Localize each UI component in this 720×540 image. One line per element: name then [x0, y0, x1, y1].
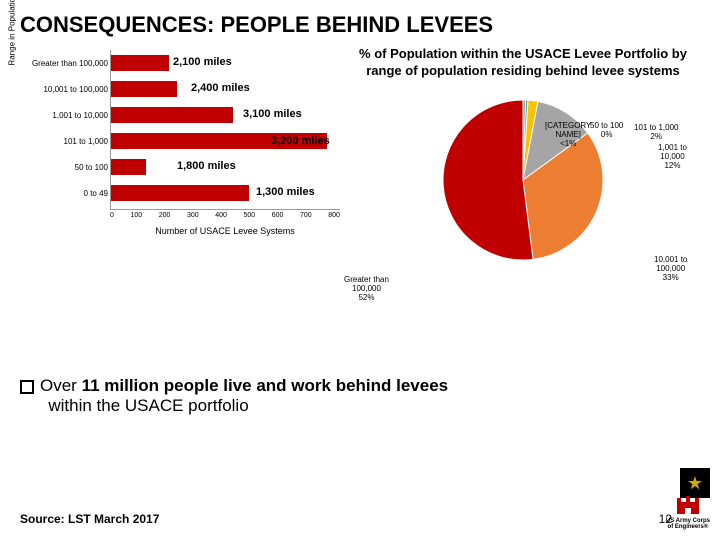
pie-title: % of Population within the USACE Levee P…	[358, 46, 688, 80]
bar-category-label: 101 to 1,000	[23, 137, 108, 146]
x-tick: 700	[300, 212, 312, 219]
bar-value-label: 2,100 miles	[173, 56, 232, 68]
x-ticks: 0 100 200 300 400 500 600 700 800	[110, 212, 340, 219]
bar	[111, 81, 177, 97]
corps-logo: US Army Corpsof Engineers®	[666, 494, 710, 530]
source-text: Source: LST March 2017	[20, 512, 159, 526]
pie-slice-label: 10,001 to100,00033%	[654, 256, 687, 282]
bar-category-label: 1,001 to 10,000	[23, 111, 108, 120]
bar-value-label: 1,800 miles	[177, 160, 236, 172]
bar	[111, 159, 146, 175]
bar-row: 1,001 to 10,000	[111, 102, 340, 128]
charts-row: Range in Population Living and Working B…	[20, 46, 700, 306]
x-tick: 500	[243, 212, 255, 219]
x-axis-label: Number of USACE Levee Systems	[110, 226, 340, 236]
bullet-pre: Over	[40, 376, 82, 395]
bullet-text: Over 11 million people live and work beh…	[20, 376, 700, 416]
bar-category-label: 0 to 49	[23, 189, 108, 198]
bullet-bold: 11 million people live and work behind l…	[82, 376, 449, 395]
pie-slice-label: Greater than100,00052%	[344, 276, 389, 302]
bar-category-label: 50 to 100	[23, 163, 108, 172]
bars-container: Greater than 100,0002,100 miles10,001 to…	[110, 50, 340, 210]
bar	[111, 107, 233, 123]
pie-svg	[433, 90, 613, 270]
bar-value-label: 3,200 miles	[271, 135, 330, 147]
bar	[111, 185, 249, 201]
x-tick: 800	[328, 212, 340, 219]
pie-slice-label: 50 to 1000%	[590, 122, 623, 140]
x-tick: 0	[110, 212, 114, 219]
bar-value-label: 3,100 miles	[243, 108, 302, 120]
x-tick: 400	[215, 212, 227, 219]
pie-wrap	[433, 90, 613, 270]
bullet-post: within the USACE portfolio	[44, 396, 249, 415]
x-tick: 600	[272, 212, 284, 219]
pie-slice-label: 1,001 to10,00012%	[658, 144, 687, 170]
corps-text: US Army Corpsof Engineers®	[666, 518, 710, 530]
bar-category-label: Greater than 100,000	[23, 59, 108, 68]
star-icon: ★	[687, 473, 703, 494]
x-tick: 100	[130, 212, 142, 219]
pie-slice	[443, 100, 533, 260]
slide: CONSEQUENCES: PEOPLE BEHIND LEVEES Range…	[0, 0, 720, 540]
pie-slice-label: [CATEGORYNAME]<1%	[545, 122, 591, 148]
bar-value-label: 1,300 miles	[256, 186, 315, 198]
bullet-marker	[20, 380, 34, 394]
x-tick: 300	[187, 212, 199, 219]
pie-slice-label: 101 to 1,0002%	[634, 124, 678, 142]
y-axis-label: Range in Population Living and Working B…	[8, 0, 17, 66]
bar-category-label: 10,001 to 100,000	[23, 85, 108, 94]
bar-value-label: 2,400 miles	[191, 82, 250, 94]
castle-icon	[675, 494, 701, 516]
page-title: CONSEQUENCES: PEOPLE BEHIND LEVEES	[20, 12, 700, 38]
bar	[111, 55, 169, 71]
pie-chart: % of Population within the USACE Levee P…	[358, 46, 688, 306]
bar-chart: Range in Population Living and Working B…	[20, 46, 350, 256]
x-tick: 200	[159, 212, 171, 219]
